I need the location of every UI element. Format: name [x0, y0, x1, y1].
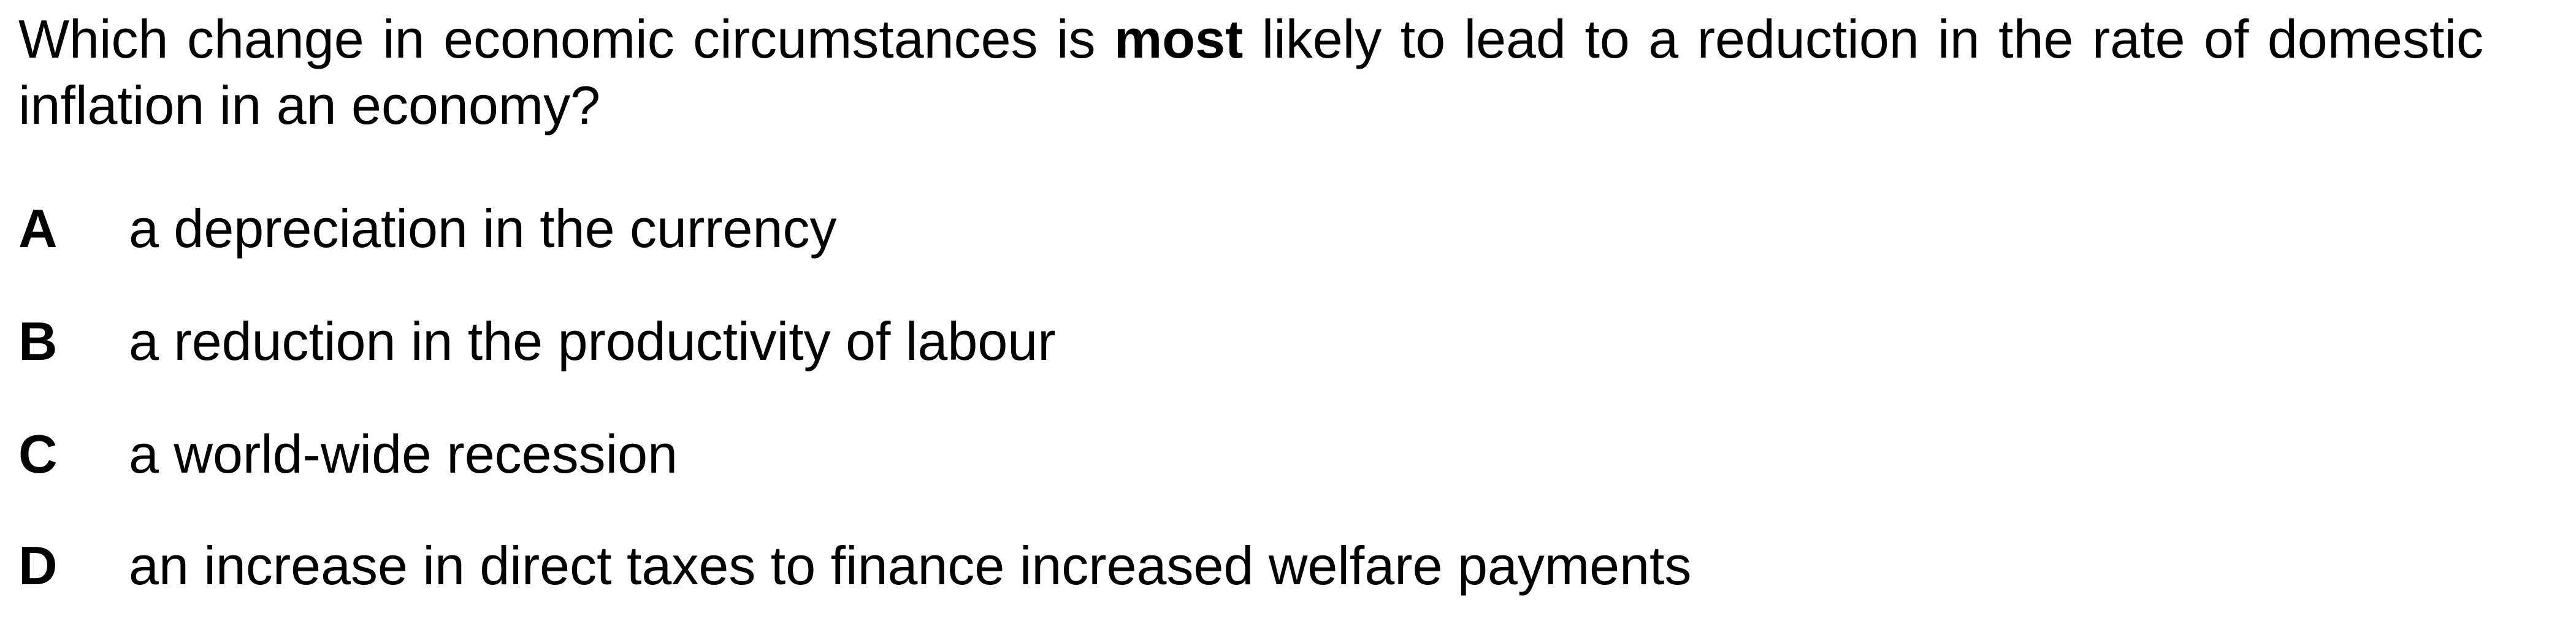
option-text: an increase in direct taxes to finance i… — [129, 535, 1692, 596]
option-text: a reduction in the productivity of labou… — [129, 311, 1056, 371]
option-letter: A — [18, 198, 58, 259]
question-text-after: likely to lead to a reduction in the rat… — [18, 9, 2483, 135]
option-text: a depreciation in the currency — [129, 198, 837, 259]
option-letter: B — [18, 311, 58, 371]
question-text-before: Which change in economic circumstances i… — [18, 9, 1114, 69]
option-letter: D — [18, 535, 58, 596]
question-stem: Which change in economic circumstances i… — [18, 6, 2483, 139]
question-emphasis: most — [1114, 9, 1244, 69]
option-letter: C — [18, 424, 58, 484]
option-text: a world-wide recession — [129, 424, 678, 484]
